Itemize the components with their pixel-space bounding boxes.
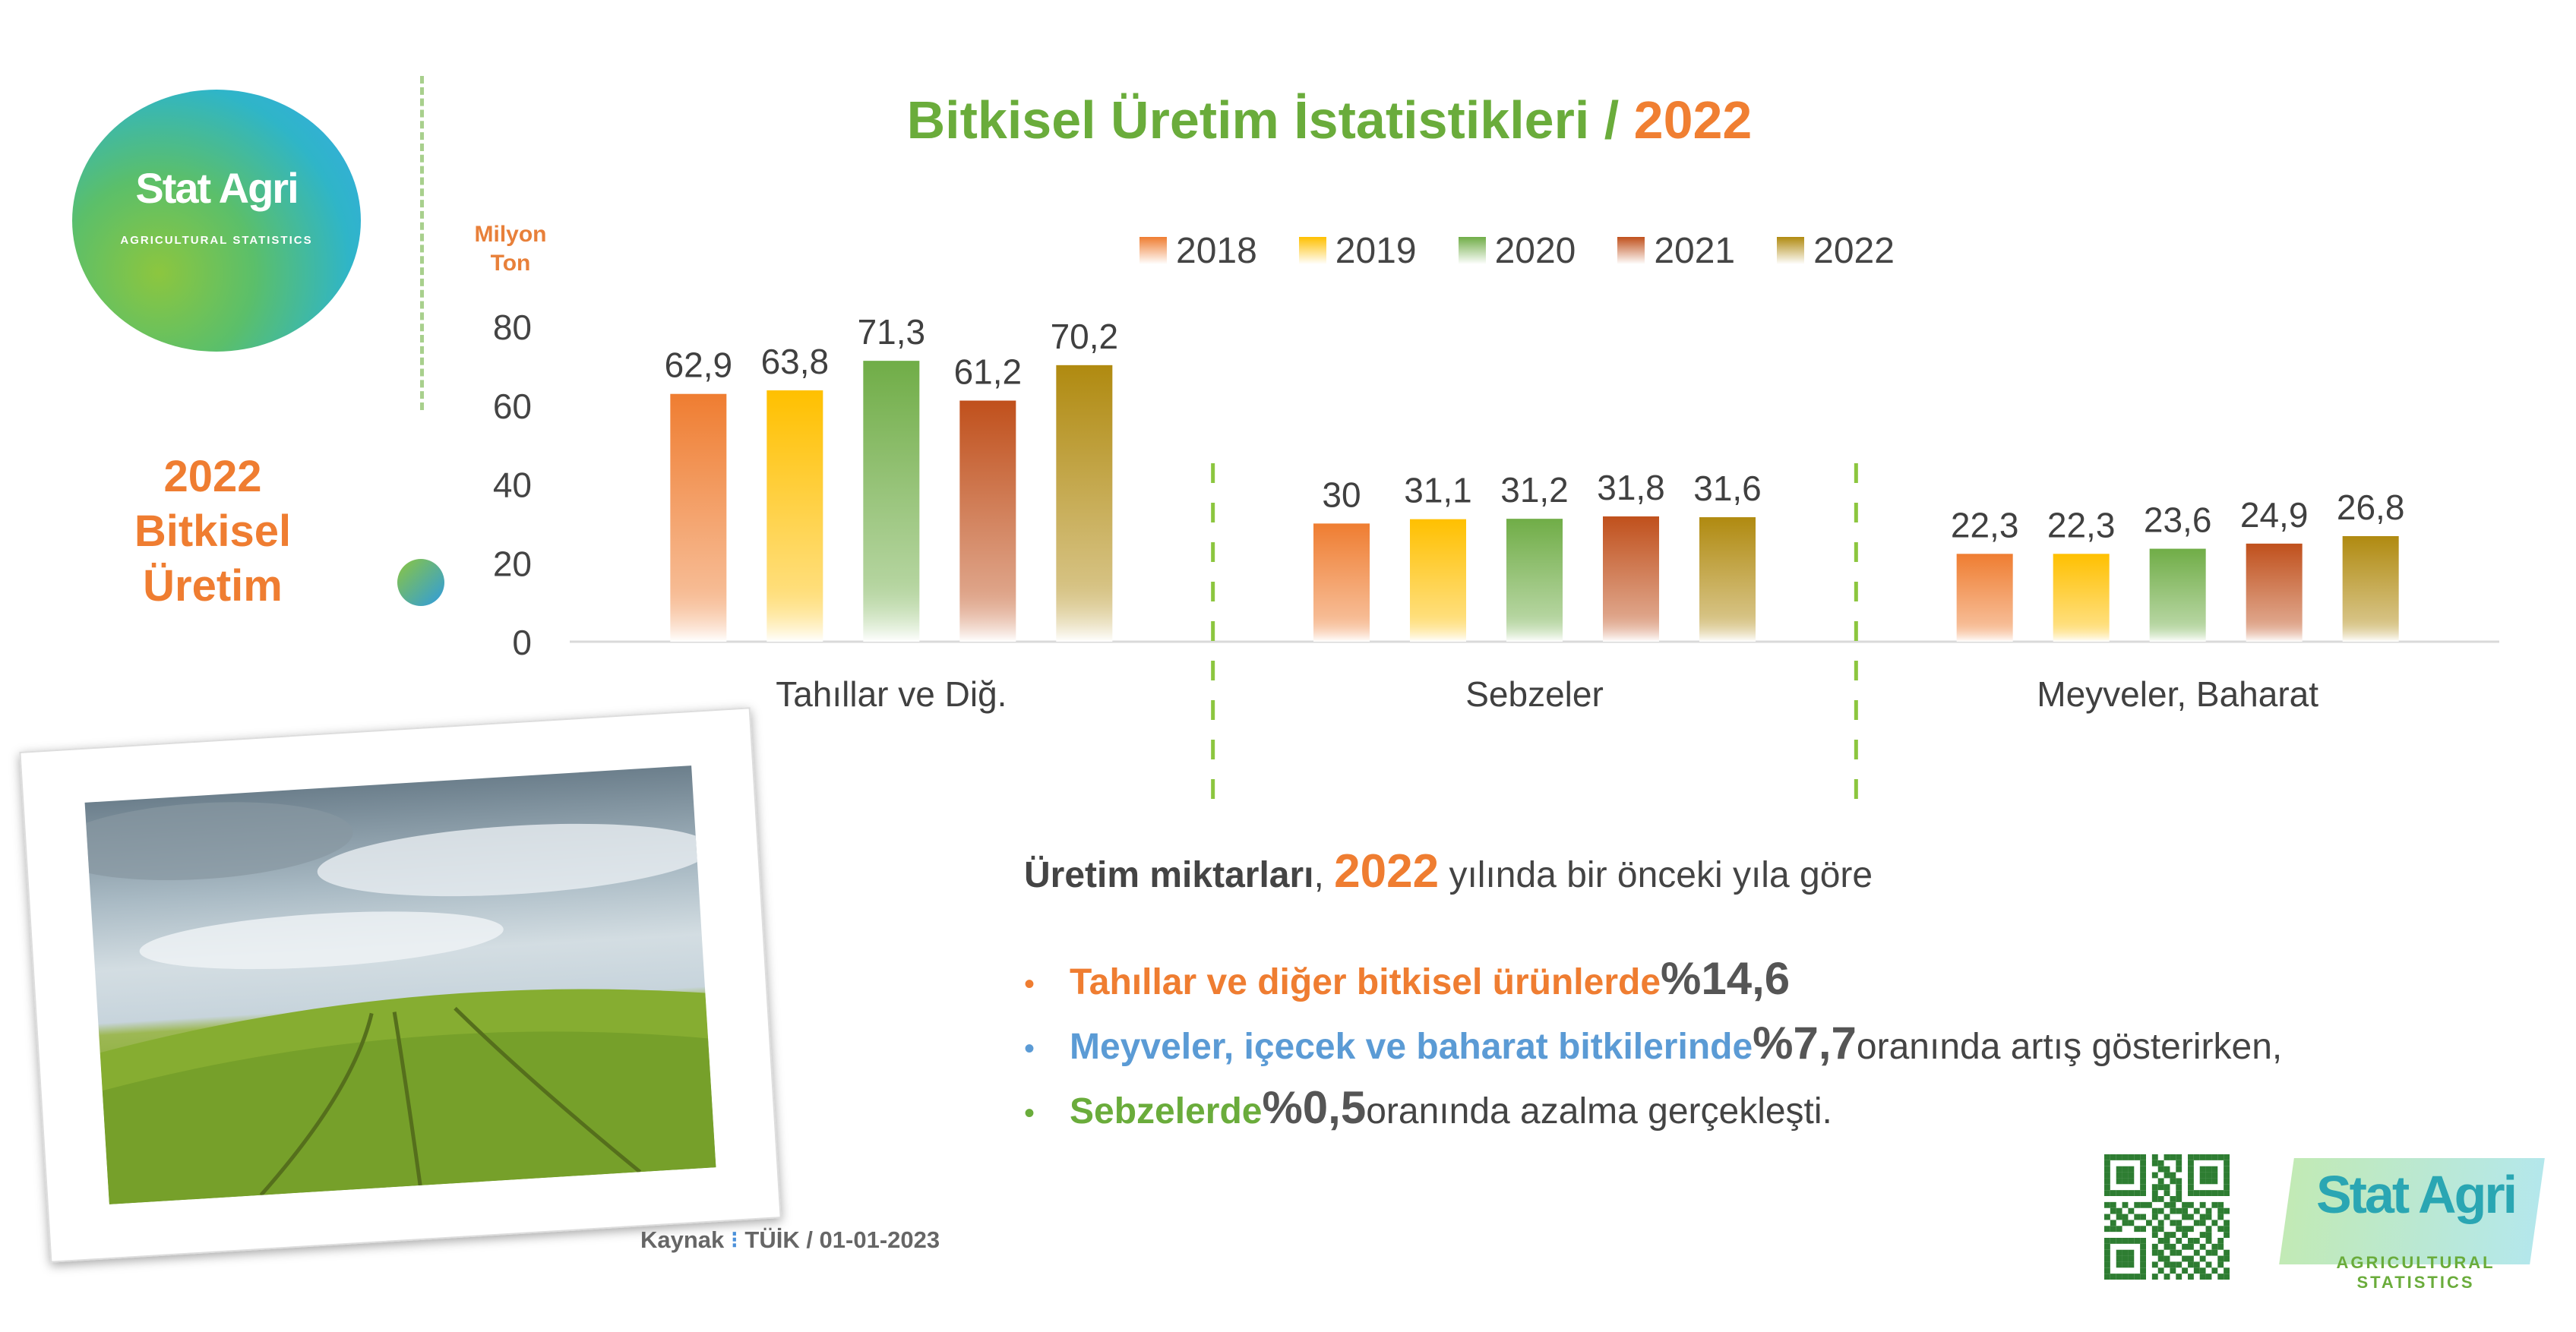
data-label: 31,8	[1597, 468, 1665, 507]
data-label: 31,1	[1404, 471, 1472, 510]
bar-chart: 0 20 40 60 80 62,9 63,8 71,3 61,2 70,2 Tahıllar ve…	[493, 308, 2499, 805]
x-category-label: Tahıllar ve Diğ.	[776, 674, 1007, 714]
side-title-year: 2022	[163, 452, 262, 501]
title-main: Bitkisel Üretim İstatistikleri /	[906, 90, 1634, 150]
data-label: 23,6	[2144, 500, 2212, 540]
bullet-percent: %14,6	[1661, 953, 1791, 1004]
legend-item-2020: 2020	[1458, 228, 1576, 273]
data-label: 22,3	[2047, 505, 2116, 544]
legend-swatch	[1777, 237, 1805, 264]
bullet-list: • Tahıllar ve diğer bitkisel ürünlerde %…	[1024, 949, 2282, 1143]
data-label: 22,3	[1951, 505, 2019, 544]
y-tick-label: 0	[512, 623, 532, 662]
bullet-dot: •	[1024, 1097, 1035, 1130]
bullet-dot: •	[1024, 1032, 1035, 1065]
legend-label: 2018	[1176, 230, 1257, 271]
stat-agri-logo-small: Stat Agri AGRICULTURAL STATISTICS	[2279, 1151, 2552, 1292]
bullet-cereals: • Tahıllar ve diğer bitkisel ürünlerde %…	[1024, 949, 2282, 1014]
y-tick-label: 80	[493, 308, 532, 347]
legend-item-2022: 2022	[1777, 228, 1895, 273]
bullet-vegetables: • Sebzelerde %0,5 oranında azalma gerçek…	[1024, 1078, 2282, 1143]
bullet-label: Tahıllar ve diğer bitkisel ürünlerde	[1070, 962, 1661, 1002]
summary-comma: ,	[1313, 855, 1335, 895]
legend-label: 2020	[1494, 230, 1576, 271]
decorative-orb	[397, 559, 444, 606]
summary-lead: Üretim miktarları	[1024, 855, 1314, 895]
data-label: 70,2	[1051, 317, 1119, 356]
bar-2018	[1313, 523, 1370, 642]
legend-item-2019: 2019	[1298, 228, 1417, 273]
bar-2022	[2342, 535, 2399, 642]
data-label: 31,6	[1693, 469, 1762, 508]
x-category-label: Sebzeler	[1465, 674, 1604, 714]
summary-year: 2022	[1334, 845, 1440, 898]
x-category-label: Meyveler, Baharat	[2037, 674, 2318, 714]
side-title: 2022 Bitkisel Üretim	[122, 450, 304, 614]
logo-name: Stat Agri	[2315, 1165, 2518, 1224]
source-note: Kaynak ⁝ TÜİK / 01-01-2023	[640, 1226, 940, 1254]
page-title: Bitkisel Üretim İstatistikleri / 2022	[0, 90, 2576, 150]
bar-2020	[1506, 519, 1563, 642]
data-label: 30	[1322, 475, 1361, 514]
bullet-percent: %0,5	[1262, 1082, 1367, 1133]
data-label: 62,9	[665, 346, 733, 385]
logo-divider	[420, 76, 424, 410]
data-label: 31,2	[1500, 470, 1569, 510]
legend-label: 2021	[1654, 230, 1736, 271]
summary-line: Üretim miktarları, 2022 yılında bir önce…	[1024, 844, 1873, 898]
field-photo	[84, 765, 716, 1204]
bar-2019	[766, 390, 823, 642]
bullet-label: Meyveler, içecek ve baharat bitkilerinde	[1070, 1027, 1753, 1067]
y-tick-label: 40	[493, 466, 532, 505]
bar-2022	[1699, 517, 1756, 642]
side-title-line2: Bitkisel	[134, 507, 292, 556]
bar-2021	[2246, 543, 2303, 642]
bullet-tail: oranında artış gösterirken,	[1856, 1027, 2283, 1067]
bar-2021	[959, 400, 1016, 642]
bar-2019	[1410, 519, 1466, 642]
logo-name: Stat Agri	[135, 164, 299, 212]
data-label: 71,3	[858, 312, 926, 352]
bar-2018	[670, 393, 727, 642]
summary-rest: yılında bir önceki yıla göre	[1439, 855, 1873, 895]
y-axis-label: Milyon Ton	[474, 222, 547, 276]
legend-swatch	[1458, 237, 1486, 264]
bar-2022	[1056, 365, 1113, 642]
legend-swatch	[1139, 237, 1167, 264]
y-tick-label: 20	[493, 544, 532, 583]
logo-tagline: AGRICULTURAL STATISTICS	[2336, 1253, 2495, 1292]
legend-item-2018: 2018	[1139, 228, 1257, 273]
side-title-line3: Üretim	[143, 561, 283, 611]
qr-code[interactable]	[2104, 1154, 2230, 1280]
legend-swatch	[1298, 237, 1326, 264]
source-separator: ⁝	[724, 1226, 745, 1253]
bar-2021	[1603, 516, 1659, 642]
source-label: Kaynak	[640, 1226, 725, 1253]
stat-agri-logo	[72, 90, 361, 352]
chart-legend: 2018 2019 2020 2021 2022	[1139, 228, 1936, 273]
data-label: 24,9	[2240, 495, 2309, 535]
data-label: 61,2	[954, 352, 1022, 392]
bar-2019	[2053, 554, 2110, 642]
photo-frame	[19, 707, 782, 1263]
bullet-percent: %7,7	[1753, 1018, 1857, 1068]
bar-2018	[1956, 554, 2013, 642]
y-tick-label: 60	[493, 387, 532, 426]
bullet-fruits: • Meyveler, içecek ve baharat bitkilerin…	[1024, 1014, 2282, 1078]
bullet-tail: oranında azalma gerçekleşti.	[1366, 1091, 1832, 1132]
bar-2020	[863, 361, 920, 642]
legend-label: 2019	[1335, 230, 1417, 271]
data-label: 26,8	[2337, 488, 2405, 527]
source-value: TÜİK / 01-01-2023	[744, 1226, 940, 1253]
bar-2020	[2149, 548, 2206, 642]
data-label: 63,8	[761, 342, 830, 381]
legend-swatch	[1617, 237, 1645, 264]
bullet-label: Sebzelerde	[1070, 1091, 1263, 1132]
legend-item-2021: 2021	[1617, 228, 1735, 273]
title-year: 2022	[1633, 90, 1753, 150]
legend-label: 2022	[1813, 230, 1895, 271]
logo-tagline: AGRICULTURAL STATISTICS	[120, 234, 313, 247]
bullet-dot: •	[1024, 967, 1035, 1001]
